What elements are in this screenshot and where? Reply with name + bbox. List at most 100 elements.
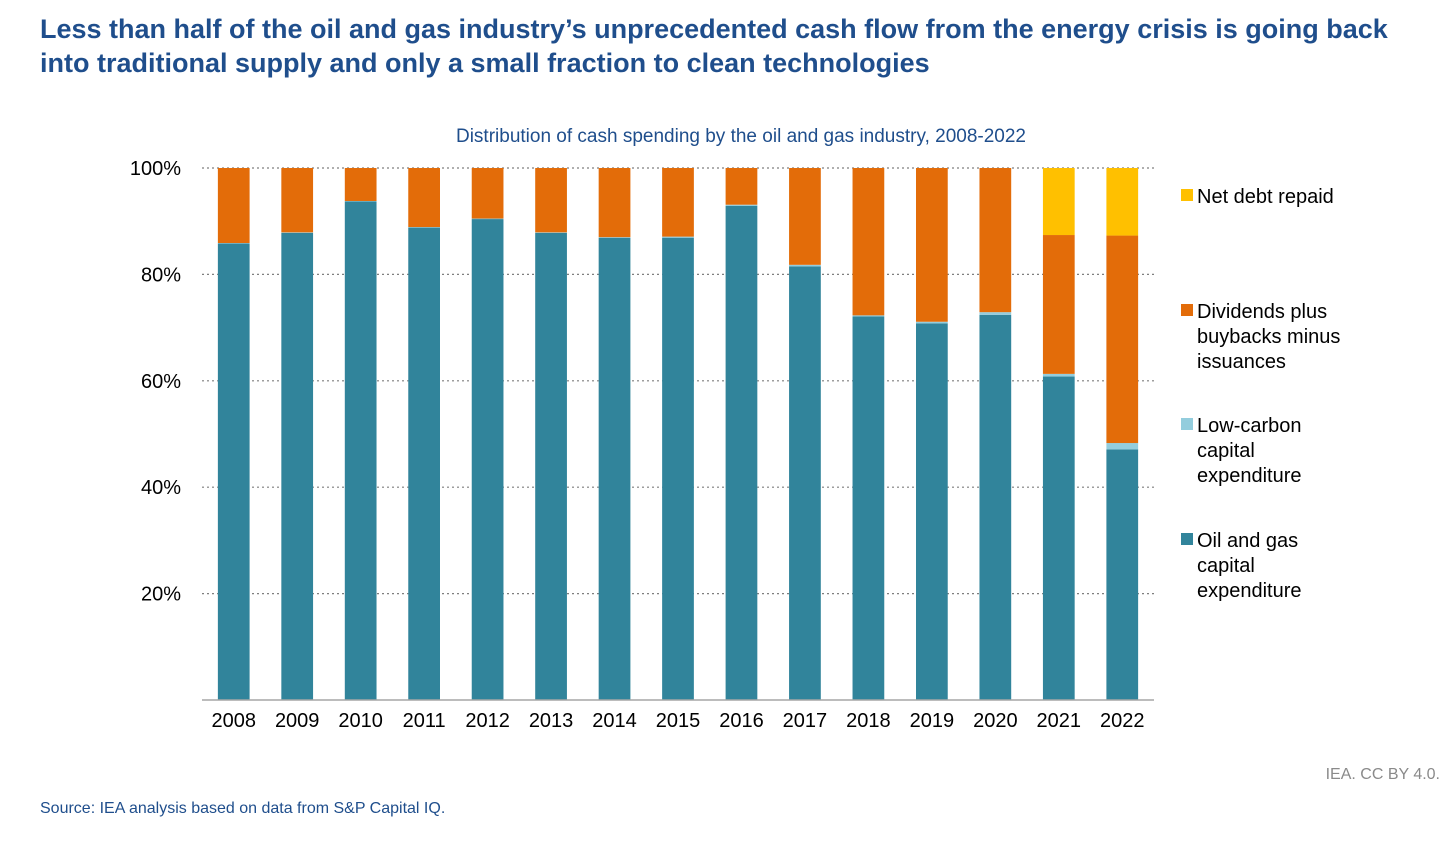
legend-swatch xyxy=(1181,418,1193,430)
bar-segment xyxy=(408,168,440,228)
bar-segment xyxy=(1042,235,1075,374)
x-tick-label: 2014 xyxy=(592,710,637,732)
bar-segment xyxy=(344,168,377,201)
x-tick-label: 2008 xyxy=(211,710,256,732)
bar-stack-2021 xyxy=(1042,168,1075,700)
bar-stack-2015 xyxy=(662,168,694,700)
y-tick-label: 80% xyxy=(141,264,181,286)
x-tick-label: 2010 xyxy=(338,710,383,732)
y-tick-label: 100% xyxy=(130,158,181,180)
x-tick-label: 2019 xyxy=(910,710,955,732)
chart-headline: Less than half of the oil and gas indust… xyxy=(40,14,1388,78)
credit-note: IEA. CC BY 4.0. xyxy=(1325,766,1440,783)
legend-swatch xyxy=(1181,189,1193,201)
legend: Net debt repaid Dividends plus buybacks mi… xyxy=(1181,186,1340,602)
bar-segment xyxy=(535,232,567,701)
x-tick-label: 2009 xyxy=(275,710,320,732)
bar-segment xyxy=(1106,168,1139,236)
bar-segment xyxy=(408,227,440,701)
bar-segment xyxy=(408,227,440,228)
bar-segment xyxy=(217,243,250,700)
legend-item: Net debt repaid xyxy=(1181,186,1334,208)
bar-segment xyxy=(471,168,504,219)
bar-segment xyxy=(725,168,758,205)
bar-segment xyxy=(281,232,314,233)
bar-segment xyxy=(916,168,948,322)
bar-segment xyxy=(662,236,694,238)
bar-segment xyxy=(1106,443,1139,450)
x-tick-label: 2017 xyxy=(783,710,828,732)
x-tick-label: 2022 xyxy=(1100,710,1145,732)
bar-stack-2018 xyxy=(852,168,885,700)
bar-segment xyxy=(979,168,1012,313)
bar-segment xyxy=(916,321,948,324)
x-tick-label: 2011 xyxy=(403,710,446,732)
bar-stack-2013 xyxy=(535,168,567,701)
bar-segment xyxy=(344,201,377,701)
legend-item: Oil and gas capital expenditure xyxy=(1181,530,1302,602)
x-tick-label: 2015 xyxy=(656,710,701,732)
y-tick-label: 40% xyxy=(141,477,181,499)
bar-segment xyxy=(344,200,377,202)
bar-segment xyxy=(471,218,504,220)
legend-label: capital xyxy=(1197,440,1255,462)
legend-label: Dividends plus xyxy=(1197,301,1327,323)
bar-segment xyxy=(281,168,314,233)
legend-swatch xyxy=(1181,533,1193,545)
legend-label: issuances xyxy=(1197,351,1286,373)
legend-label: expenditure xyxy=(1197,580,1302,602)
bars xyxy=(217,168,1139,701)
legend-label: capital xyxy=(1197,555,1255,577)
bar-stack-2014 xyxy=(598,168,631,700)
legend-item: Dividends plus buybacks minus issuances xyxy=(1181,301,1340,373)
source-note: Source: IEA analysis based on data from … xyxy=(40,800,446,817)
legend-label: Low-carbon xyxy=(1197,415,1302,437)
bar-segment xyxy=(471,219,504,700)
bar-segment xyxy=(979,312,1012,315)
legend-swatch xyxy=(1181,304,1193,316)
bar-segment xyxy=(852,316,885,700)
bar-stack-2016 xyxy=(725,168,758,700)
bar-segment xyxy=(789,168,821,265)
bar-stack-2010 xyxy=(344,168,377,701)
bar-segment xyxy=(1106,235,1139,444)
bar-segment xyxy=(916,323,948,700)
bar-stack-2019 xyxy=(916,168,948,700)
bar-segment xyxy=(1106,449,1139,700)
bar-segment xyxy=(1042,373,1075,377)
bar-stack-2012 xyxy=(471,168,504,700)
x-tick-label: 2012 xyxy=(465,710,510,732)
chart-title: Distribution of cash spending by the oil… xyxy=(456,126,1026,147)
legend-label: Oil and gas xyxy=(1197,530,1298,552)
bar-segment xyxy=(725,205,758,700)
legend-label: buybacks minus xyxy=(1197,326,1340,348)
bar-segment xyxy=(598,237,631,238)
legend-item: Low-carbon capital expenditure xyxy=(1181,415,1302,487)
bar-segment xyxy=(662,168,694,237)
bar-stack-2008 xyxy=(217,168,250,700)
y-tick-label: 60% xyxy=(141,371,181,393)
bar-segment xyxy=(1042,376,1075,700)
bar-segment xyxy=(535,168,567,233)
bar-segment xyxy=(598,237,631,700)
bar-stack-2011 xyxy=(408,168,440,701)
bar-segment xyxy=(217,243,250,244)
bar-segment xyxy=(535,232,567,233)
bar-segment xyxy=(217,168,250,244)
axes: 20% 40% 60% 80% 100% 2008 2009 2010 2011 2012 2013… xyxy=(130,158,1154,732)
y-tick-label: 20% xyxy=(141,584,181,606)
legend-label: expenditure xyxy=(1197,465,1302,487)
legend-label: Net debt repaid xyxy=(1197,186,1334,208)
x-tick-label: 2018 xyxy=(846,710,891,732)
bar-segment xyxy=(852,315,885,317)
bar-stack-2022 xyxy=(1106,168,1139,700)
bar-segment xyxy=(789,266,821,700)
bar-segment xyxy=(281,232,314,701)
x-tick-label: 2016 xyxy=(719,710,764,732)
bar-segment xyxy=(979,314,1012,700)
bar-segment xyxy=(662,237,694,700)
bar-segment xyxy=(598,168,631,238)
bar-segment xyxy=(789,264,821,267)
bar-stack-2017 xyxy=(789,168,821,700)
